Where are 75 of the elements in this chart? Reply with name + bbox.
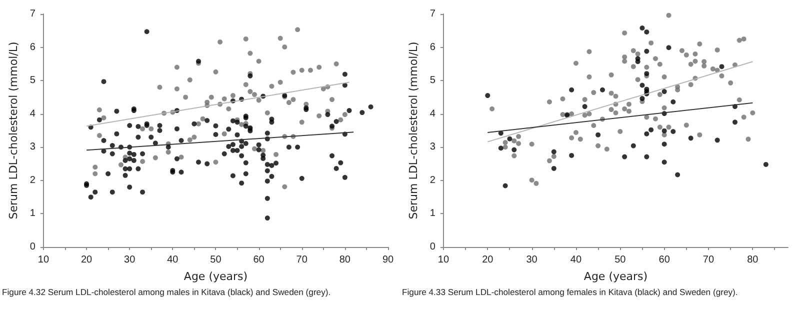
point bbox=[569, 152, 574, 158]
point bbox=[719, 64, 724, 70]
point bbox=[622, 154, 628, 160]
x-tick-label: 80 bbox=[339, 254, 351, 266]
point bbox=[502, 183, 508, 188]
x-tick-label: 70 bbox=[702, 254, 714, 266]
x-tick-label: 50 bbox=[614, 254, 626, 266]
x-tick-label: 20 bbox=[80, 254, 93, 266]
point bbox=[675, 172, 680, 178]
point bbox=[582, 104, 588, 110]
x-tick-label: 50 bbox=[210, 254, 222, 266]
point bbox=[644, 131, 650, 136]
point bbox=[498, 146, 504, 151]
point bbox=[714, 138, 720, 143]
y-tick-label: 4 bbox=[430, 108, 436, 120]
x-axis-title: Age (years) bbox=[584, 270, 648, 283]
point bbox=[569, 87, 574, 92]
x-tick-label: 30 bbox=[124, 254, 136, 266]
point bbox=[512, 147, 517, 152]
y-tick-label: 2 bbox=[30, 174, 36, 186]
point bbox=[662, 142, 667, 147]
y-tick-label: 7 bbox=[30, 8, 36, 20]
x-tick-label: 40 bbox=[167, 254, 179, 266]
point bbox=[640, 96, 645, 102]
point bbox=[662, 160, 667, 165]
point bbox=[670, 99, 676, 104]
y-tick-label: 3 bbox=[30, 142, 36, 153]
x-tick-label: 30 bbox=[526, 254, 538, 266]
y-tick-label: 1 bbox=[30, 208, 36, 220]
x-tick-label: 70 bbox=[296, 254, 308, 266]
point bbox=[485, 93, 490, 98]
point bbox=[688, 136, 694, 141]
point bbox=[644, 48, 650, 54]
y-tick-label: 0 bbox=[430, 242, 436, 252]
y-axis-title: Serum LDL-cholesterol (mmol/L) bbox=[407, 42, 420, 220]
x-tick-label: 90 bbox=[382, 254, 394, 266]
y-axis-title: Serum LDL-cholesterol (mmol/L) bbox=[7, 42, 20, 220]
point bbox=[732, 120, 738, 125]
point bbox=[644, 154, 650, 160]
point bbox=[670, 129, 676, 134]
y-tick-label: 7 bbox=[430, 8, 436, 20]
point bbox=[596, 132, 601, 138]
x-tick-label: 10 bbox=[438, 254, 450, 266]
y-tick-label: 3 bbox=[430, 142, 436, 153]
point bbox=[648, 127, 654, 132]
point bbox=[662, 128, 667, 134]
y-tick-label: 5 bbox=[430, 75, 436, 86]
point bbox=[635, 59, 640, 64]
y-tick-label: 1 bbox=[430, 208, 436, 220]
x-tick-label: 60 bbox=[658, 254, 670, 266]
x-tick-label: 40 bbox=[570, 254, 582, 266]
point bbox=[666, 45, 672, 50]
x-tick-label: 10 bbox=[38, 254, 50, 266]
point bbox=[630, 143, 636, 148]
y-tick-label: 6 bbox=[30, 42, 36, 53]
point bbox=[763, 162, 768, 167]
x-tick-label: 20 bbox=[482, 254, 494, 266]
y-tick-label: 2 bbox=[430, 174, 436, 186]
point bbox=[640, 25, 645, 30]
point bbox=[507, 136, 512, 142]
y-tick-label: 6 bbox=[430, 42, 436, 53]
y-tick-label: 0 bbox=[30, 242, 36, 252]
point bbox=[551, 149, 556, 154]
point bbox=[551, 166, 556, 171]
caption: Figure 4.32 Serum LDL-cholesterol among males in Kitava (black) and Sweden (grey). bbox=[1, 287, 332, 298]
point bbox=[644, 29, 650, 34]
x-axis-title: Age (years) bbox=[184, 270, 248, 283]
x-tick-label: 80 bbox=[747, 254, 759, 266]
point bbox=[640, 82, 645, 88]
x-tick-label: 60 bbox=[253, 254, 265, 266]
y-tick-label: 4 bbox=[30, 108, 36, 120]
y-tick-label: 5 bbox=[30, 75, 36, 86]
point bbox=[662, 89, 667, 94]
point bbox=[600, 87, 605, 92]
caption: Figure 4.33 Serum LDL-cholesterol among females in Kitava (black) and Sweden (grey). bbox=[401, 287, 739, 298]
